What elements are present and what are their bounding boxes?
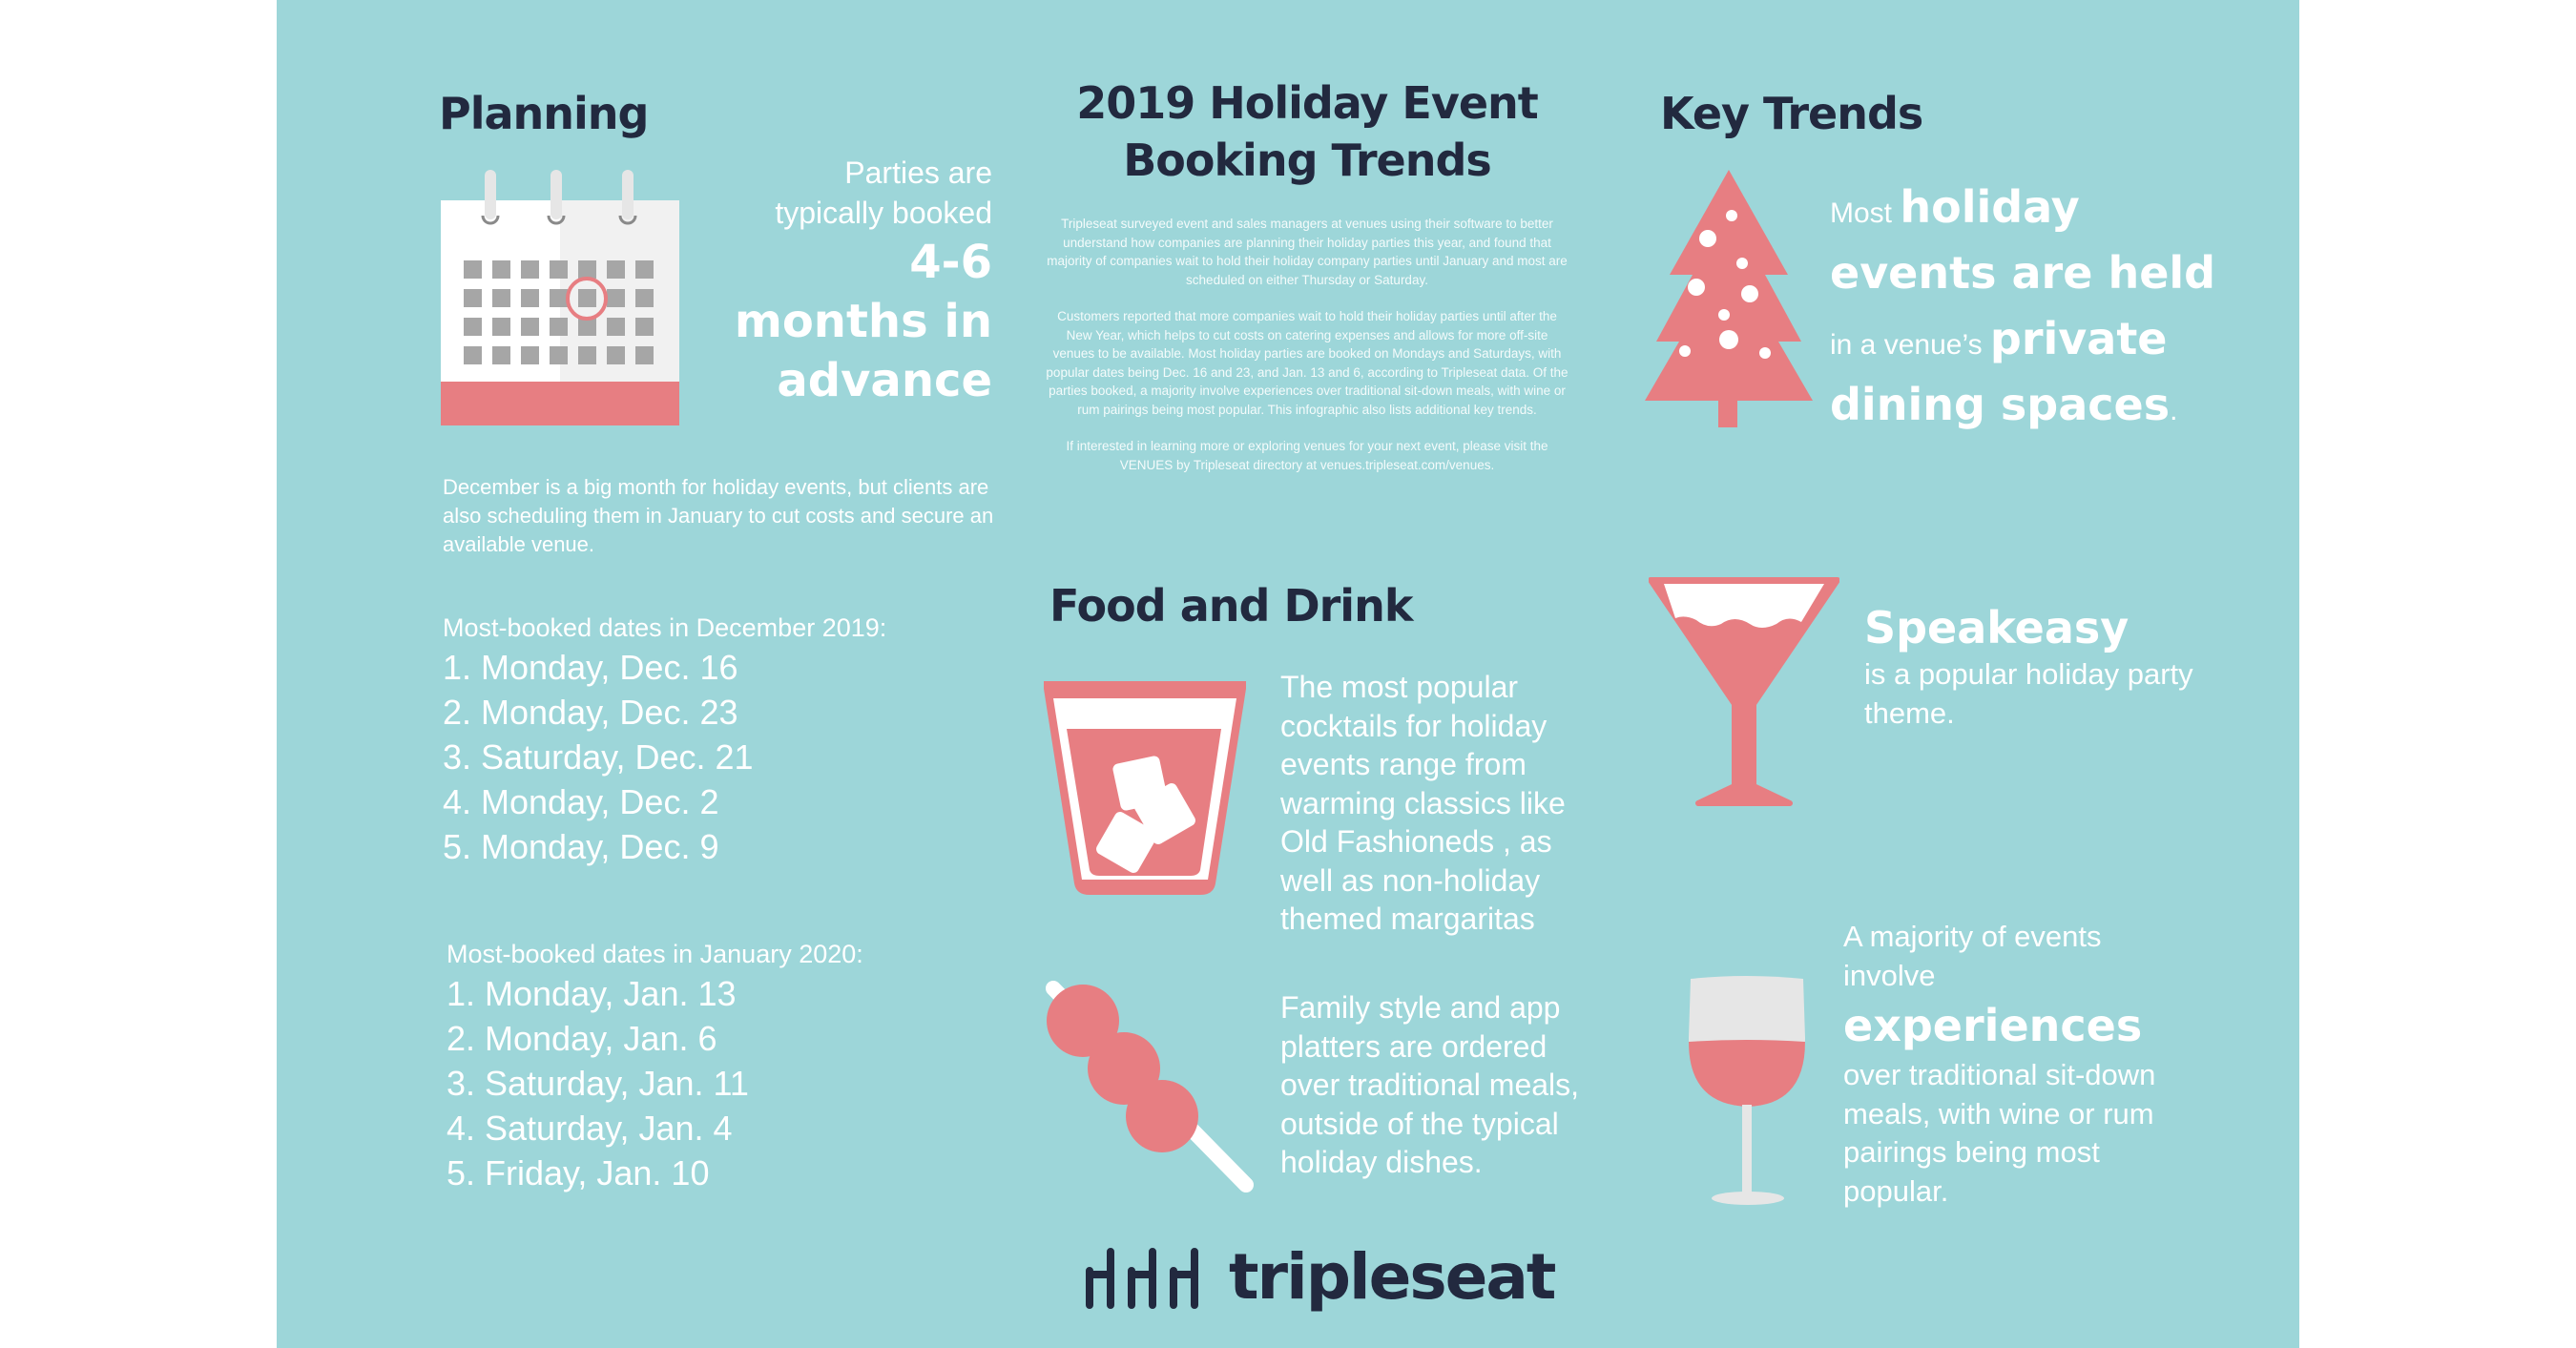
private-dining-callout: Most holiday events are held in a venue’… <box>1830 177 2231 441</box>
callout-text: Parties are <box>844 156 992 190</box>
christmas-tree-icon <box>1645 170 1813 427</box>
list-item: 5. Monday, Dec. 9 <box>443 827 719 866</box>
callout-highlight: Speakeasy <box>1864 602 2129 653</box>
callout-highlight: 4-6 <box>909 236 992 289</box>
callout-text: over traditional sit-down meals, with wi… <box>1843 1058 2156 1208</box>
calendar-icon <box>441 170 679 425</box>
cocktail-text: The most popular cocktails for holiday e… <box>1280 670 1566 936</box>
list-item: 2. Monday, Dec. 23 <box>443 693 738 732</box>
martini-glass-icon <box>1649 577 1839 806</box>
january-dates: Most-booked dates in January 2020: 1. Mo… <box>447 937 1019 1195</box>
planning-heading: Planning <box>439 88 649 139</box>
list-item: 3. Saturday, Jan. 11 <box>447 1064 749 1103</box>
list-item: 1. Monday, Jan. 13 <box>447 974 737 1013</box>
callout-text: typically booked <box>775 196 992 230</box>
callout-highlight: experiences <box>1843 1000 2143 1051</box>
callout-highlight: private <box>1989 313 2168 364</box>
rocks-glass-icon <box>1044 681 1246 895</box>
january-dates-list: 1. Monday, Jan. 13 2. Monday, Jan. 6 3. … <box>447 971 1019 1195</box>
callout-text: Most <box>1830 197 1901 229</box>
callout-text: in a venue’s <box>1830 329 1990 361</box>
intro-paragraph: Tripleseat surveyed event and sales mana… <box>1047 217 1568 287</box>
callout-highlight: events are held <box>1830 247 2216 299</box>
intro-paragraph: If interested in learning more or explor… <box>1066 439 1548 472</box>
wine-glass-icon <box>1689 976 1805 1205</box>
list-item: 4. Saturday, Jan. 4 <box>447 1109 733 1148</box>
callout-text: . <box>2170 395 2178 426</box>
callout-highlight: months in <box>734 295 992 348</box>
list-item: 3. Saturday, Dec. 21 <box>443 737 754 777</box>
january-dates-heading: Most-booked dates in January 2020: <box>447 940 863 968</box>
planning-paragraph: December is a big month for holiday even… <box>443 475 994 556</box>
december-dates-list: 1. Monday, Dec. 16 2. Monday, Dec. 23 3.… <box>443 645 1015 869</box>
food-drink-heading: Food and Drink <box>1049 580 1413 632</box>
callout-text: is a popular holiday party theme. <box>1864 657 2193 730</box>
page-title: 2019 Holiday Event Booking Trends <box>1040 74 1574 189</box>
experiences-callout: A majority of events involve experiences… <box>1843 918 2187 1211</box>
callout-highlight: advance <box>777 354 992 407</box>
speakeasy-callout: Speakeasy is a popular holiday party the… <box>1864 601 2208 733</box>
tripleseat-wordmark: tripleseat <box>1229 1240 1556 1314</box>
tripleseat-logo-icon <box>1086 1247 1198 1309</box>
title-line-2: Booking Trends <box>1123 135 1492 186</box>
intro-paragraph: Customers reported that more companies w… <box>1046 309 1568 417</box>
key-trends-heading: Key Trends <box>1660 88 1923 139</box>
callout-highlight: holiday <box>1900 181 2080 233</box>
intro-text: Tripleseat surveyed event and sales mana… <box>1045 215 1569 492</box>
title-line-1: 2019 Holiday Event <box>1076 77 1539 129</box>
tripleseat-logo: tripleseat <box>1084 1240 1556 1314</box>
list-item: 5. Friday, Jan. 10 <box>447 1153 710 1192</box>
list-item: 2. Monday, Jan. 6 <box>447 1019 717 1058</box>
platters-text: Family style and app platters are ordere… <box>1280 990 1580 1179</box>
callout-highlight: dining spaces <box>1830 379 2171 430</box>
list-item: 1. Monday, Dec. 16 <box>443 648 738 687</box>
skewer-icon <box>1046 981 1254 1192</box>
december-dates: Most-booked dates in December 2019: 1. M… <box>443 611 1015 869</box>
callout-text: A majority of events involve <box>1843 920 2102 992</box>
december-dates-heading: Most-booked dates in December 2019: <box>443 613 887 642</box>
list-item: 4. Monday, Dec. 2 <box>443 782 719 821</box>
booking-lead-time-callout: Parties are typically booked 4-6 months … <box>696 153 992 410</box>
